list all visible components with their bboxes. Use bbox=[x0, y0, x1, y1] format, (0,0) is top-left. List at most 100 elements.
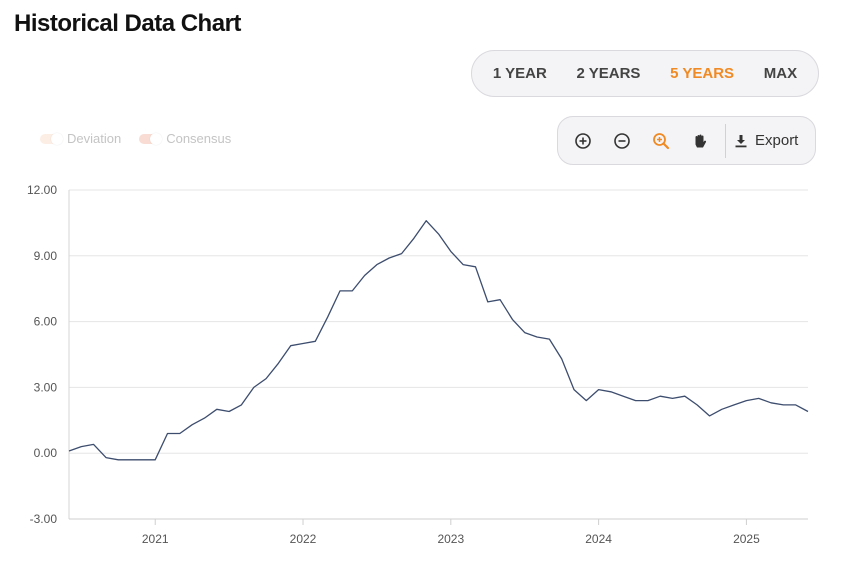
data-point bbox=[252, 385, 256, 389]
data-point bbox=[781, 403, 785, 407]
data-point bbox=[412, 236, 416, 240]
legend-item-consensus[interactable]: Consensus bbox=[139, 131, 231, 146]
y-tick-label: 3.00 bbox=[34, 380, 58, 394]
data-point bbox=[510, 317, 514, 321]
zoom-select-button[interactable] bbox=[641, 125, 680, 157]
series-line bbox=[68, 220, 809, 461]
pan-hand-icon bbox=[695, 134, 706, 147]
data-point bbox=[560, 357, 564, 361]
y-tick-label: 12.00 bbox=[27, 183, 57, 197]
data-point bbox=[227, 410, 231, 414]
export-button[interactable]: Export bbox=[730, 128, 802, 153]
data-point bbox=[166, 432, 170, 436]
data-point bbox=[584, 399, 588, 403]
zoom-out-icon bbox=[613, 132, 630, 149]
data-point bbox=[326, 315, 330, 319]
range-max-button[interactable]: MAX bbox=[763, 65, 798, 82]
time-range-selector: 1 YEAR 2 YEARS 5 YEARS MAX bbox=[471, 50, 819, 97]
data-point bbox=[794, 403, 798, 407]
zoom-in-icon bbox=[574, 132, 591, 149]
export-label: Export bbox=[755, 132, 799, 149]
data-point bbox=[609, 390, 613, 394]
data-point bbox=[449, 249, 453, 253]
data-point bbox=[116, 458, 120, 462]
data-point bbox=[129, 458, 133, 462]
data-point bbox=[289, 344, 293, 348]
x-tick-label: 2023 bbox=[437, 532, 464, 546]
data-point bbox=[400, 252, 404, 256]
data-point bbox=[79, 445, 83, 449]
data-point bbox=[203, 416, 207, 420]
data-point bbox=[67, 449, 71, 453]
zoom-out-button[interactable] bbox=[602, 125, 641, 157]
data-point bbox=[92, 442, 96, 446]
y-tick-label: -3.00 bbox=[30, 512, 58, 526]
data-point bbox=[474, 265, 478, 269]
data-point bbox=[301, 342, 305, 346]
range-1-year-button[interactable]: 1 YEAR bbox=[492, 65, 547, 82]
data-point bbox=[757, 396, 761, 400]
data-point bbox=[621, 394, 625, 398]
data-point bbox=[387, 256, 391, 260]
data-point bbox=[276, 361, 280, 365]
data-point bbox=[572, 388, 576, 392]
data-point bbox=[178, 432, 182, 436]
data-point bbox=[535, 335, 539, 339]
toggle-icon bbox=[40, 132, 63, 145]
data-point bbox=[597, 388, 601, 392]
data-point bbox=[141, 458, 145, 462]
toolbar-divider bbox=[725, 123, 726, 158]
data-point bbox=[744, 399, 748, 403]
download-icon bbox=[735, 134, 747, 147]
x-tick-label: 2025 bbox=[733, 532, 760, 546]
data-point bbox=[634, 399, 638, 403]
data-point bbox=[683, 394, 687, 398]
data-point bbox=[695, 403, 699, 407]
line-chart[interactable]: 12.00 9.00 6.00 3.00 0.00 -3.00 2021 2022 2023 20… bbox=[0, 175, 844, 586]
data-point bbox=[190, 423, 194, 427]
data-point bbox=[646, 399, 650, 403]
data-point bbox=[671, 396, 675, 400]
data-point bbox=[437, 232, 441, 236]
data-point bbox=[363, 274, 367, 278]
data-point bbox=[523, 331, 527, 335]
pan-button[interactable] bbox=[680, 125, 719, 157]
legend-label-consensus: Consensus bbox=[166, 131, 232, 146]
data-point bbox=[708, 414, 712, 418]
data-point bbox=[486, 300, 490, 304]
chart-legend: Deviation Consensus bbox=[40, 131, 249, 146]
zoom-in-button[interactable] bbox=[563, 125, 602, 157]
page-title: Historical Data Chart bbox=[14, 10, 241, 37]
data-point bbox=[769, 401, 773, 405]
range-2-years-button[interactable]: 2 YEARS bbox=[576, 65, 641, 82]
data-point bbox=[461, 263, 465, 267]
data-point bbox=[215, 407, 219, 411]
y-tick-label: 0.00 bbox=[34, 446, 58, 460]
data-point bbox=[313, 339, 317, 343]
range-5-years-button[interactable]: 5 YEARS bbox=[670, 65, 735, 82]
data-point bbox=[239, 403, 243, 407]
data-point bbox=[264, 377, 268, 381]
data-point bbox=[153, 458, 157, 462]
data-point bbox=[806, 410, 810, 414]
y-tick-label: 9.00 bbox=[34, 249, 58, 263]
data-point bbox=[338, 289, 342, 293]
data-point bbox=[424, 219, 428, 223]
x-tick-label: 2021 bbox=[142, 532, 169, 546]
data-point bbox=[658, 394, 662, 398]
data-point bbox=[350, 289, 354, 293]
legend-item-deviation[interactable]: Deviation bbox=[40, 131, 121, 146]
data-point bbox=[547, 337, 551, 341]
data-point bbox=[732, 403, 736, 407]
zoom-select-icon bbox=[652, 132, 669, 149]
toggle-icon bbox=[139, 132, 163, 145]
x-tick-label: 2022 bbox=[290, 532, 317, 546]
data-point bbox=[498, 298, 502, 302]
data-point bbox=[375, 263, 379, 267]
x-tick-label: 2024 bbox=[585, 532, 612, 546]
chart-toolbar: Export bbox=[557, 116, 816, 165]
data-point bbox=[104, 456, 108, 460]
data-point bbox=[720, 407, 724, 411]
y-tick-label: 6.00 bbox=[34, 315, 58, 329]
legend-label-deviation: Deviation bbox=[67, 131, 122, 146]
